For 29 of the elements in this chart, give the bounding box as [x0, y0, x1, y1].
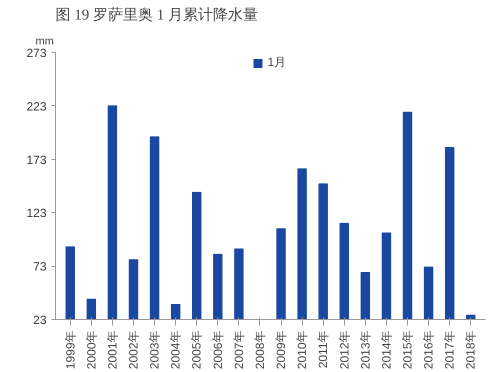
x-tick-label: 2000年	[84, 330, 98, 370]
y-tick-label: 123	[26, 206, 47, 220]
y-tick-label: 173	[26, 152, 47, 167]
x-tick-label: 2018年	[464, 330, 478, 370]
x-tick-label: 2014年	[379, 330, 394, 370]
x-tick-label: 2016年	[422, 330, 436, 370]
x-tick-label: 2011年	[316, 330, 330, 368]
x-tick-label: 2008年	[252, 330, 267, 370]
y-tick-label: 23	[33, 313, 47, 327]
x-tick-label: 2003年	[148, 330, 162, 370]
x-tick-label: 1999年	[63, 330, 78, 370]
x-tick-label: 2005年	[190, 330, 204, 370]
x-tick-label: 2007年	[232, 330, 246, 370]
x-tick-label: 2009年	[274, 330, 288, 370]
x-tick-label: 2001年	[105, 330, 120, 370]
x-tick-label: 2004年	[168, 330, 183, 370]
x-tick-label: 2015年	[400, 330, 415, 370]
legend-label: 1月	[268, 54, 288, 71]
x-tick-label: 2006年	[210, 330, 225, 370]
x-tick-label: 2013年	[358, 330, 372, 370]
x-tick-label: 2012年	[337, 330, 352, 370]
x-tick-label: 2002年	[126, 330, 140, 370]
y-tick-label: 223	[26, 99, 47, 114]
x-tick-label: 2010年	[295, 330, 310, 370]
y-tick-label: 273	[26, 46, 47, 60]
y-axis-title: mm	[36, 36, 54, 48]
y-tick-label: 73	[33, 260, 47, 274]
chart-title: 图 19 罗萨里奥 1 月累计降水量	[56, 6, 258, 24]
x-tick-label: 2017年	[442, 330, 457, 370]
